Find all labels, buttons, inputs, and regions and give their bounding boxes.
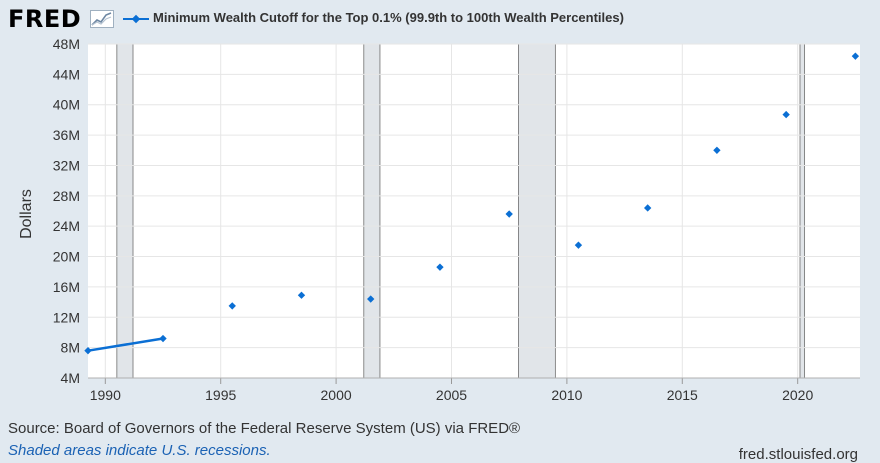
site-link[interactable]: fred.stlouisfed.org xyxy=(738,446,858,463)
data-point[interactable] xyxy=(84,346,92,355)
data-point[interactable] xyxy=(436,263,444,271)
data-point[interactable] xyxy=(643,204,652,212)
y-tick-label: 32M xyxy=(53,157,80,173)
y-tick-label: 40M xyxy=(53,97,80,113)
recession-band xyxy=(363,43,381,379)
y-tick-label: 44M xyxy=(53,66,80,82)
data-point[interactable] xyxy=(159,334,167,343)
x-tick-label: 2020 xyxy=(782,387,813,403)
y-tick-label: 8M xyxy=(61,340,80,356)
data-point[interactable] xyxy=(367,295,375,303)
recession-note: Shaded areas indicate U.S. recessions. xyxy=(8,442,271,459)
x-tick-label: 1995 xyxy=(205,387,236,403)
plot-background xyxy=(88,44,860,378)
y-tick-label: 24M xyxy=(53,218,80,234)
legend-swatch xyxy=(123,14,149,24)
x-tick-label: 2000 xyxy=(321,387,352,403)
x-axis: 1990 1995 2000 2005 2010 2015 2020 xyxy=(88,377,860,403)
data-point[interactable] xyxy=(297,291,306,299)
y-tick-label: 20M xyxy=(53,249,80,265)
x-tick-label: 2005 xyxy=(436,387,467,403)
y-tick-label: 12M xyxy=(53,309,80,325)
y-tick-label: 4M xyxy=(61,370,80,386)
y-tick-label: 16M xyxy=(53,279,80,295)
recession-bands xyxy=(116,43,806,379)
y-tick-label: 36M xyxy=(53,127,80,143)
gridlines xyxy=(88,43,860,378)
data-series xyxy=(84,52,860,355)
x-tick-label: 2015 xyxy=(667,387,698,403)
series-line xyxy=(87,337,164,352)
y-axis-label: Dollars xyxy=(18,189,35,239)
y-axis: 4M 8M 12M 16M 20M 24M 28M 32M 36M 40M 44M 48M xyxy=(53,36,80,386)
line-chart-icon xyxy=(90,10,114,28)
recession-band xyxy=(799,43,806,379)
x-tick-label: 2010 xyxy=(551,387,582,403)
recession-band xyxy=(518,43,556,379)
legend-label: Minimum Wealth Cutoff for the Top 0.1% (… xyxy=(153,10,624,25)
source-text: Source: Board of Governors of the Federa… xyxy=(8,420,521,437)
header: FRED Minimum Wealth Cutoff for the Top 0… xyxy=(0,0,880,34)
y-tick-label: 48M xyxy=(53,36,80,52)
recession-band xyxy=(116,43,134,379)
fred-logo[interactable]: FRED xyxy=(8,5,82,33)
y-tick-label: 28M xyxy=(53,188,80,204)
x-tick-label: 1990 xyxy=(90,387,121,403)
